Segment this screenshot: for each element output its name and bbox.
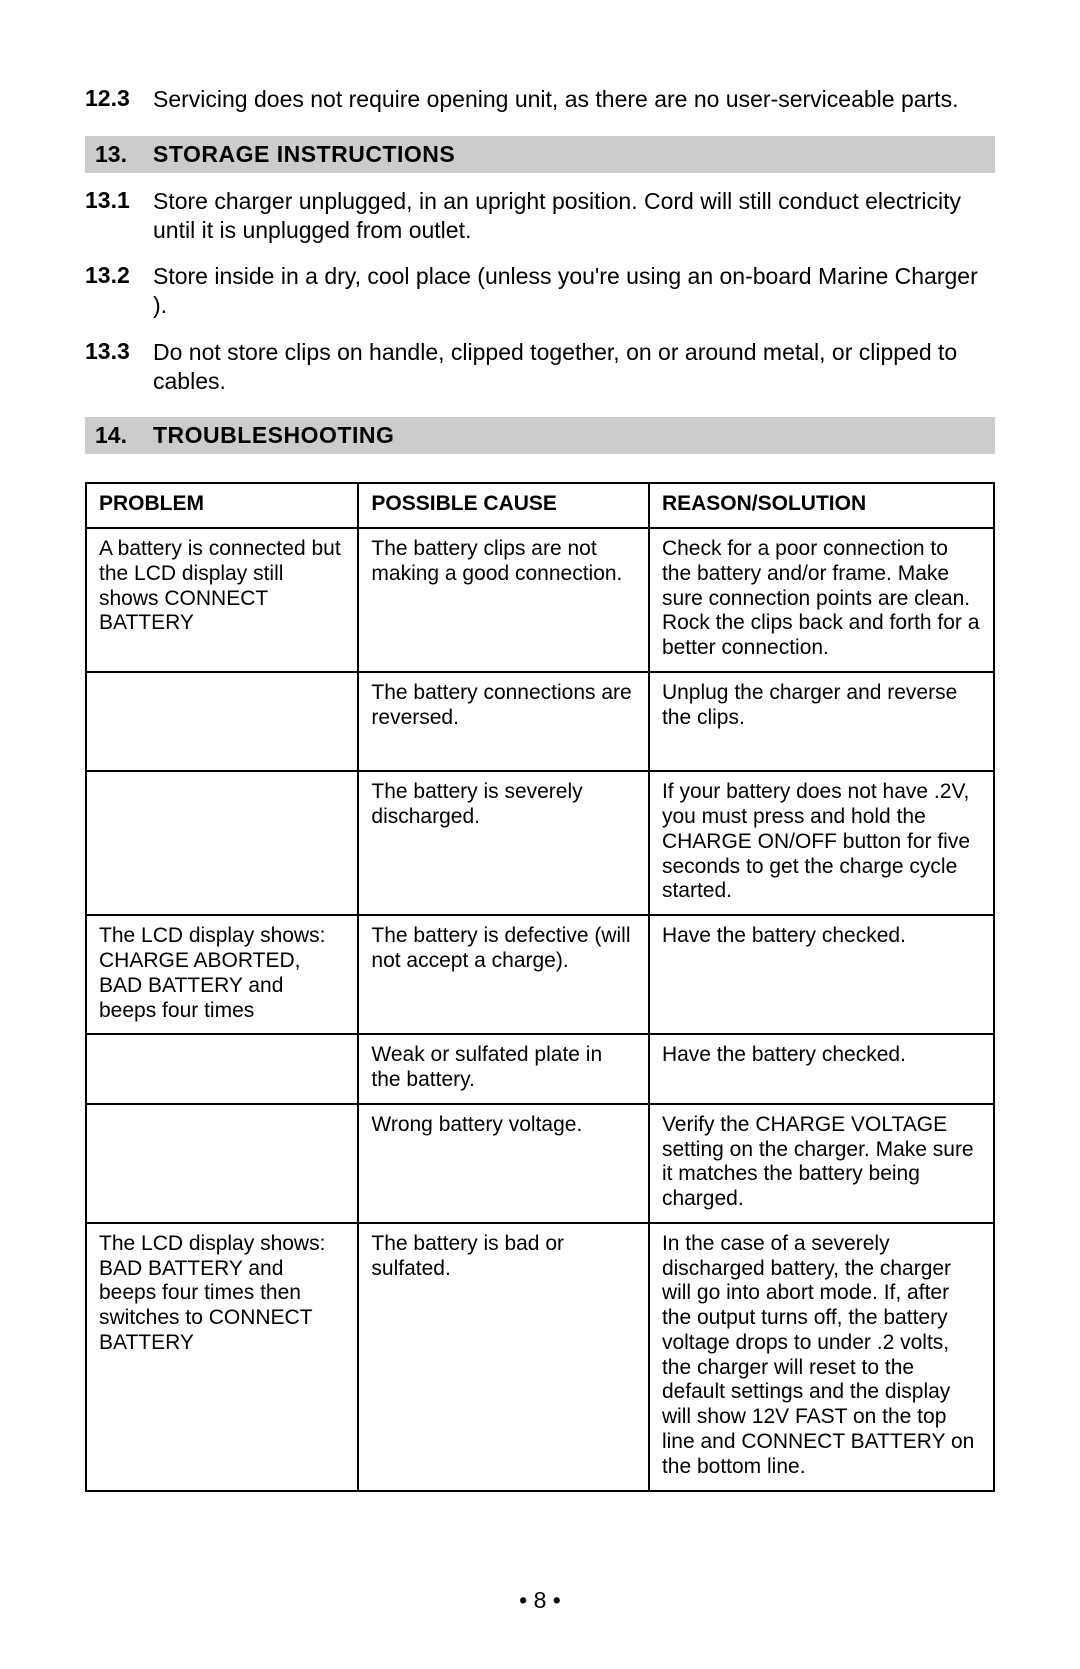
header-solution: REASON/SOLUTION [649,483,994,528]
cell-cause: The battery is defective (will not accep… [358,915,649,1034]
cell-solution: In the case of a severely discharged bat… [649,1223,994,1491]
table-row: The battery connections are reversed. Un… [86,672,994,772]
table-row: The battery is severely discharged. If y… [86,771,994,915]
item-number: 13.3 [85,338,153,396]
table-row: The LCD display shows: BAD BATTERY and b… [86,1223,994,1491]
item-text: Servicing does not require opening unit,… [153,85,995,114]
troubleshooting-table: PROBLEM POSSIBLE CAUSE REASON/SOLUTION A… [85,482,995,1491]
cell-problem-empty [86,1034,358,1104]
cell-solution: Have the battery checked. [649,1034,994,1104]
item-number: 13.2 [85,262,153,320]
cell-cause: The battery is bad or sulfated. [358,1223,649,1491]
cell-solution: Check for a poor connection to the batte… [649,528,994,672]
item-text: Store charger unplugged, in an upright p… [153,187,995,245]
cell-cause: Weak or sulfated plate in the battery. [358,1034,649,1104]
item-number: 12.3 [85,85,153,114]
section-title: STORAGE INSTRUCTIONS [153,141,455,168]
item-text: Store inside in a dry, cool place (unles… [153,262,995,320]
cell-solution: Verify the CHARGE VOLTAGE setting on the… [649,1104,994,1223]
table-row: The LCD display shows: CHARGE ABORTED, B… [86,915,994,1034]
cell-cause: The battery connections are reversed. [358,672,649,772]
item-number: 13.1 [85,187,153,245]
section-number: 13. [95,141,153,168]
item-13-2: 13.2 Store inside in a dry, cool place (… [85,262,995,320]
section-13-header: 13. STORAGE INSTRUCTIONS [85,136,995,173]
item-text: Do not store clips on handle, clipped to… [153,338,995,396]
header-problem: PROBLEM [86,483,358,528]
cell-problem: The LCD display shows: CHARGE ABORTED, B… [86,915,358,1034]
cell-solution: If your battery does not have .2V, you m… [649,771,994,915]
cell-cause: The battery clips are not making a good … [358,528,649,672]
item-12-3: 12.3 Servicing does not require opening … [85,85,995,114]
cell-cause: The battery is severely discharged. [358,771,649,915]
cell-problem-empty [86,1104,358,1223]
section-14-header: 14. TROUBLESHOOTING [85,417,995,454]
section-title: TROUBLESHOOTING [153,422,394,449]
header-cause: POSSIBLE CAUSE [358,483,649,528]
table-row: Wrong battery voltage. Verify the CHARGE… [86,1104,994,1223]
cell-problem-empty [86,672,358,772]
cell-cause: Wrong battery voltage. [358,1104,649,1223]
table-row: A battery is connected but the LCD displ… [86,528,994,672]
section-number: 14. [95,422,153,449]
cell-problem: A battery is connected but the LCD displ… [86,528,358,672]
cell-problem: The LCD display shows: BAD BATTERY and b… [86,1223,358,1491]
page-number: • 8 • [0,1587,1080,1614]
item-13-1: 13.1 Store charger unplugged, in an upri… [85,187,995,245]
cell-solution: Unplug the charger and reverse the clips… [649,672,994,772]
table-row: Weak or sulfated plate in the battery. H… [86,1034,994,1104]
cell-solution: Have the battery checked. [649,915,994,1034]
item-13-3: 13.3 Do not store clips on handle, clipp… [85,338,995,396]
table-header-row: PROBLEM POSSIBLE CAUSE REASON/SOLUTION [86,483,994,528]
cell-problem-empty [86,771,358,915]
